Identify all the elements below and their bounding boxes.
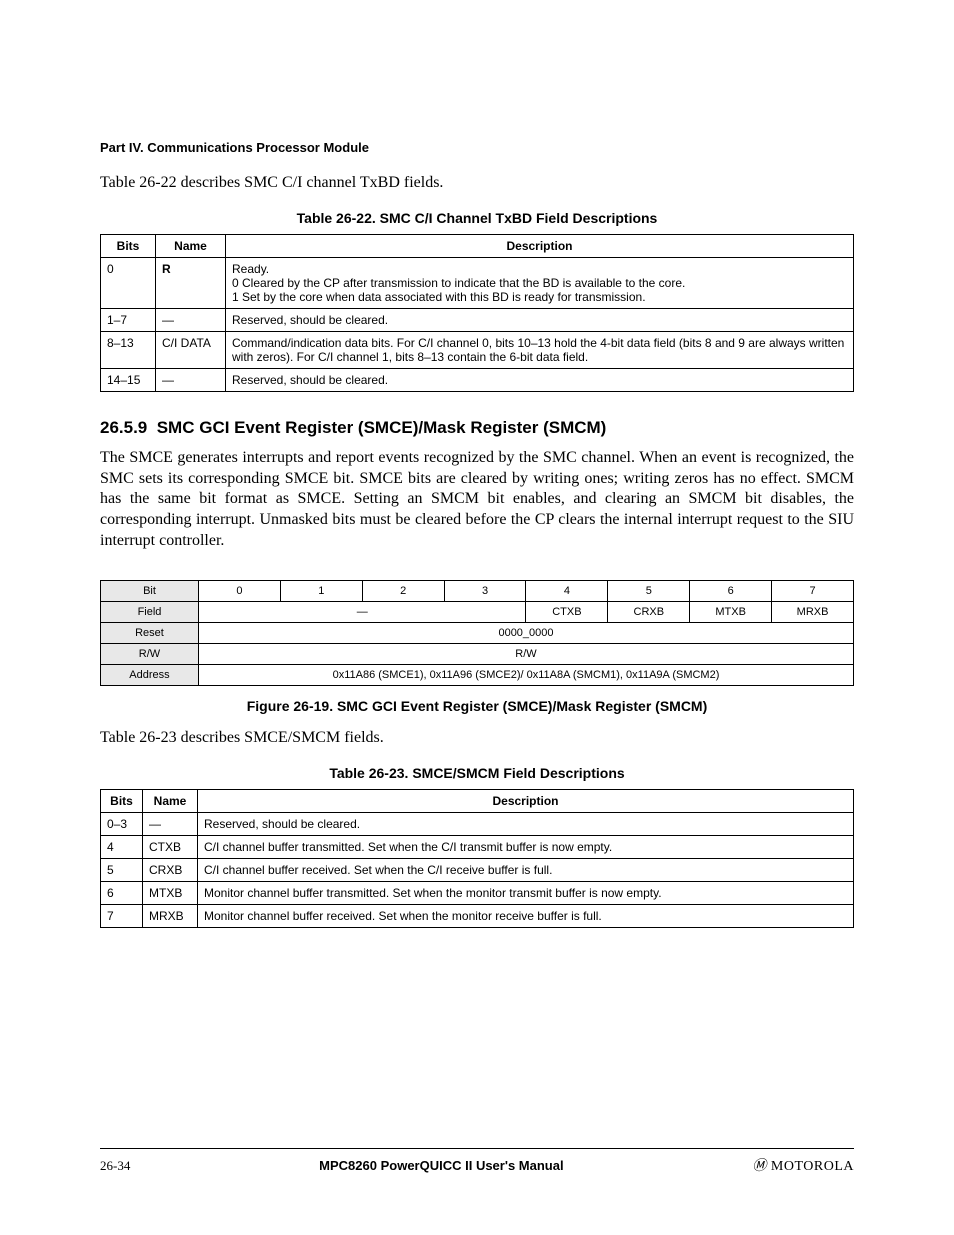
row-label-reset: Reset [101, 622, 199, 643]
page: Part IV. Communications Processor Module… [0, 0, 954, 1235]
bit-cell: 2 [362, 580, 444, 601]
intro-text-2: Table 26-23 describes SMCE/SMCM fields. [100, 728, 854, 749]
row-label-address: Address [101, 664, 199, 685]
bit-cell: 1 [280, 580, 362, 601]
field-mtxb: MTXB [690, 601, 772, 622]
cell-bits: 5 [101, 858, 143, 881]
bit-cell: 6 [690, 580, 772, 601]
table-row: 14–15 — Reserved, should be cleared. [101, 368, 854, 391]
cell-bits: 1–7 [101, 308, 156, 331]
reset-value: 0000_0000 [198, 622, 853, 643]
cell-bits: 6 [101, 881, 143, 904]
cell-name: R [156, 257, 226, 308]
figure-caption: Figure 26-19. SMC GCI Event Register (SM… [100, 698, 854, 714]
address-value: 0x11A86 (SMCE1), 0x11A96 (SMCE2)/ 0x11A8… [198, 664, 853, 685]
table-row: 6 MTXB Monitor channel buffer transmitte… [101, 881, 854, 904]
cell-name: CTXB [143, 835, 198, 858]
part-header: Part IV. Communications Processor Module [100, 140, 854, 155]
cell-name: CRXB [143, 858, 198, 881]
intro-text-1: Table 26-22 describes SMC C/I channel Tx… [100, 173, 854, 194]
cell-bits: 0–3 [101, 812, 143, 835]
field-ctxb: CTXB [526, 601, 608, 622]
bit-cell: 5 [608, 580, 690, 601]
field-reserved: — [198, 601, 526, 622]
table-row: 0 R Ready. 0 Cleared by the CP after tra… [101, 257, 854, 308]
bit-cell: 7 [772, 580, 854, 601]
table-row: 8–13 C/I DATA Command/indication data bi… [101, 331, 854, 368]
subsection-title: SMC GCI Event Register (SMCE)/Mask Regis… [157, 418, 607, 437]
cell-desc: Reserved, should be cleared. [226, 308, 854, 331]
col-desc: Description [198, 789, 854, 812]
table-header-row: Bits Name Description [101, 234, 854, 257]
cell-bits: 0 [101, 257, 156, 308]
manual-title: MPC8260 PowerQUICC II User's Manual [130, 1158, 752, 1173]
cell-desc: Ready. 0 Cleared by the CP after transmi… [226, 257, 854, 308]
page-footer: 26-34 MPC8260 PowerQUICC II User's Manua… [100, 1148, 854, 1175]
cell-desc: Monitor channel buffer transmitted. Set … [198, 881, 854, 904]
cell-name: — [143, 812, 198, 835]
field-mrxb: MRXB [772, 601, 854, 622]
col-bits: Bits [101, 234, 156, 257]
register-reset-row: Reset 0000_0000 [101, 622, 854, 643]
cell-desc: C/I channel buffer transmitted. Set when… [198, 835, 854, 858]
cell-name: MTXB [143, 881, 198, 904]
table-header-row: Bits Name Description [101, 789, 854, 812]
paragraph: The SMCE generates interrupts and report… [100, 448, 854, 552]
cell-bits: 8–13 [101, 331, 156, 368]
table-row: 4 CTXB C/I channel buffer transmitted. S… [101, 835, 854, 858]
table-row: 1–7 — Reserved, should be cleared. [101, 308, 854, 331]
cell-bits: 14–15 [101, 368, 156, 391]
register-rw-row: R/W R/W [101, 643, 854, 664]
col-name: Name [143, 789, 198, 812]
table-23-caption: Table 26-23. SMCE/SMCM Field Description… [100, 765, 854, 781]
table-22: Bits Name Description 0 R Ready. 0 Clear… [100, 234, 854, 392]
cell-desc: Monitor channel buffer received. Set whe… [198, 904, 854, 927]
cell-bits: 7 [101, 904, 143, 927]
register-field-row: Field — CTXB CRXB MTXB MRXB [101, 601, 854, 622]
register-bit-row: Bit 0 1 2 3 4 5 6 7 [101, 580, 854, 601]
table-row: 7 MRXB Monitor channel buffer received. … [101, 904, 854, 927]
register-address-row: Address 0x11A86 (SMCE1), 0x11A96 (SMCE2)… [101, 664, 854, 685]
col-bits: Bits [101, 789, 143, 812]
cell-desc: Command/indication data bits. For C/I ch… [226, 331, 854, 368]
page-number: 26-34 [100, 1158, 130, 1174]
row-label-bit: Bit [101, 580, 199, 601]
register-diagram: Bit 0 1 2 3 4 5 6 7 Field — CTXB CRXB MT… [100, 580, 854, 686]
bit-cell: 3 [444, 580, 526, 601]
row-label-rw: R/W [101, 643, 199, 664]
subsection-number: 26.5.9 [100, 418, 147, 437]
cell-name: C/I DATA [156, 331, 226, 368]
table-row: 0–3 — Reserved, should be cleared. [101, 812, 854, 835]
row-label-field: Field [101, 601, 199, 622]
cell-bits: 4 [101, 835, 143, 858]
field-crxb: CRXB [608, 601, 690, 622]
cell-desc: Reserved, should be cleared. [226, 368, 854, 391]
cell-desc: C/I channel buffer received. Set when th… [198, 858, 854, 881]
bit-cell: 4 [526, 580, 608, 601]
brand-name: Ⓜ MOTOROLA [752, 1155, 854, 1175]
cell-name: — [156, 308, 226, 331]
cell-desc: Reserved, should be cleared. [198, 812, 854, 835]
subsection-heading: 26.5.9 SMC GCI Event Register (SMCE)/Mas… [100, 418, 854, 438]
table-row: 5 CRXB C/I channel buffer received. Set … [101, 858, 854, 881]
table-22-caption: Table 26-22. SMC C/I Channel TxBD Field … [100, 210, 854, 226]
col-desc: Description [226, 234, 854, 257]
table-23: Bits Name Description 0–3 — Reserved, sh… [100, 789, 854, 928]
rw-value: R/W [198, 643, 853, 664]
bit-cell: 0 [198, 580, 280, 601]
col-name: Name [156, 234, 226, 257]
cell-name: — [156, 368, 226, 391]
cell-name: MRXB [143, 904, 198, 927]
